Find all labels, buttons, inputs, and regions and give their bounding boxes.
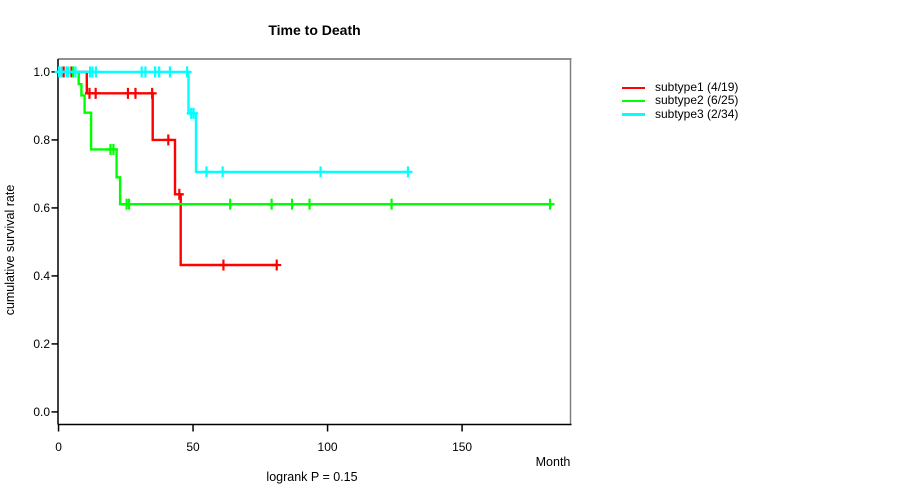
x-axis-label: Month	[535, 455, 571, 469]
x-tick-label: 50	[186, 440, 200, 454]
km-curve-subtype1	[58, 70, 277, 267]
legend-line-swatch-subtype2	[622, 99, 645, 103]
legend-item-subtype1: subtype1 (4/19)	[622, 80, 739, 94]
x-tick-label: 0	[55, 440, 62, 454]
legend-line-swatch-subtype1	[622, 86, 645, 89]
legend: subtype1 (4/19) subtype2 (6/25) subtype3 (…	[622, 80, 739, 121]
legend-label: subtype2 (6/25)	[655, 93, 739, 108]
legend-label: subtype3 (2/34)	[655, 106, 739, 121]
legend-item-subtype2: subtype2 (6/25)	[622, 93, 739, 108]
chart-title: Time to Death	[268, 22, 361, 38]
km-curve-subtype2	[58, 70, 551, 206]
x-tick-label: 100	[318, 440, 338, 454]
y-tick-label: 0.2	[33, 337, 50, 351]
legend-label: subtype1 (4/19)	[655, 80, 739, 94]
legend-line-swatch-subtype3	[622, 113, 645, 116]
y-tick-label: 0.8	[33, 133, 50, 147]
y-tick-label: 0.0	[33, 405, 50, 419]
y-tick-label: 0.4	[33, 269, 50, 283]
y-tick-label: 0.6	[33, 201, 50, 215]
x-tick-label: 150	[452, 440, 472, 454]
legend-item-subtype3: subtype3 (2/34)	[622, 106, 739, 121]
y-tick-label: 1.0	[33, 65, 50, 79]
logrank-pvalue-note: logrank P = 0.15	[266, 470, 358, 484]
km-curve-subtype3	[58, 70, 408, 174]
